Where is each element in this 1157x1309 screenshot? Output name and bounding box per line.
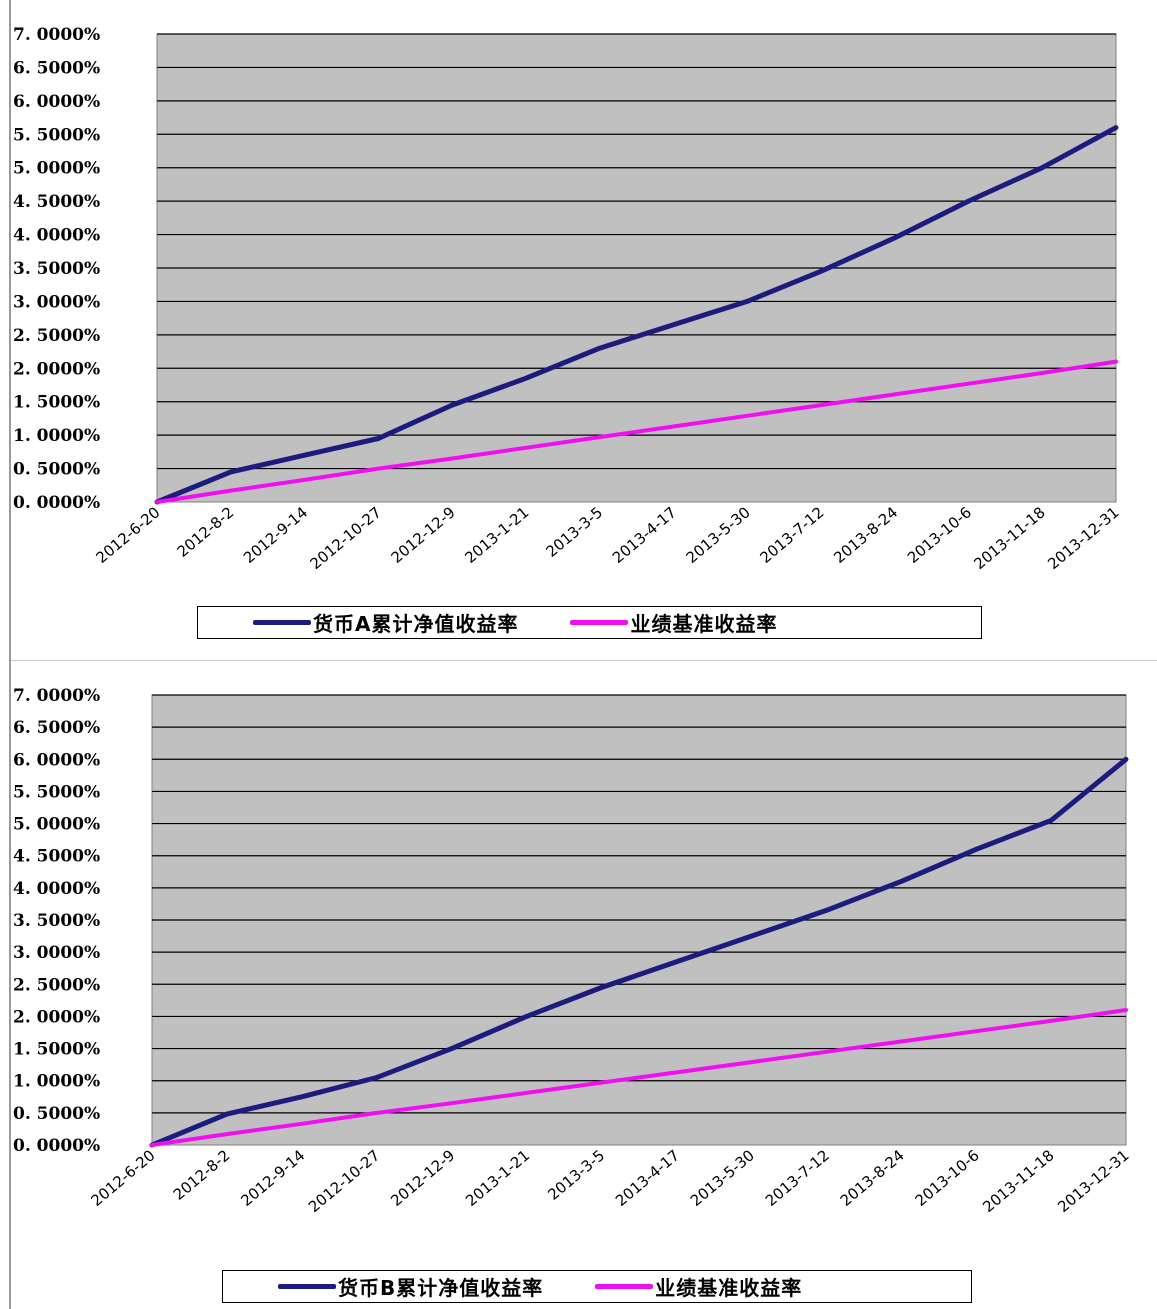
y-tick-label: 0. 0000% xyxy=(13,493,100,513)
y-tick-label: 4. 0000% xyxy=(13,879,100,899)
x-tick-label: 2013-5-30 xyxy=(687,1146,758,1210)
y-tick-label: 4. 0000% xyxy=(13,226,100,246)
legend-swatch-benchmark xyxy=(595,1284,654,1289)
x-tick-label: 2013-1-21 xyxy=(462,1146,533,1210)
legend-item-fund: 货币A累计净值收益率 xyxy=(253,608,518,637)
legend-swatch-benchmark xyxy=(570,620,629,625)
x-tick-label: 2013-7-12 xyxy=(756,503,827,567)
x-tick-label: 2013-10-6 xyxy=(912,1146,983,1210)
y-tick-label: 7. 0000% xyxy=(13,686,100,706)
y-tick-label: 2. 5000% xyxy=(13,975,100,995)
x-tick-label: 2012-9-14 xyxy=(237,1146,308,1210)
y-tick-label: 0. 5000% xyxy=(13,460,100,480)
x-tick-label: 2012-10-27 xyxy=(307,503,385,573)
y-tick-label: 4. 5000% xyxy=(13,847,100,867)
x-tick-label: 2012-8-2 xyxy=(174,503,238,561)
y-tick-label: 3. 5000% xyxy=(13,911,100,931)
series-line-benchmark xyxy=(150,1008,1128,1147)
y-tick-label: 1. 0000% xyxy=(13,1072,100,1092)
y-tick-label: 4. 5000% xyxy=(13,192,100,212)
y-tick-label: 0. 5000% xyxy=(13,1104,100,1124)
y-tick-label: 1. 0000% xyxy=(13,426,100,446)
legend-b: 货币B累计净值收益率 业绩基准收益率 xyxy=(222,1270,972,1303)
y-tick-label: 6. 5000% xyxy=(13,718,100,738)
legend-label-fund: 货币B累计净值收益率 xyxy=(338,1276,544,1300)
x-tick-label: 2013-8-24 xyxy=(837,1146,908,1210)
y-tick-label: 2. 0000% xyxy=(13,359,100,379)
legend-swatch-fund xyxy=(253,620,311,625)
chart-a-svg: 0. 0000% 0. 5000% 1. 0000% 1. 5000% 2. 0000%… xyxy=(13,25,1123,573)
y-tick-label: 5. 0000% xyxy=(13,159,100,179)
x-tick-label: 2012-12-9 xyxy=(387,1146,458,1210)
x-tick-label: 2013-7-12 xyxy=(762,1146,833,1210)
legend-a: 货币A累计净值收益率 业绩基准收益率 xyxy=(197,606,982,639)
y-tick-label: 2. 0000% xyxy=(13,1007,100,1027)
legend-item-benchmark: 业绩基准收益率 xyxy=(570,608,777,637)
legend-label-benchmark: 业绩基准收益率 xyxy=(630,612,778,636)
x-tick-label: 2012-6-20 xyxy=(93,503,164,567)
x-tick-label: 2013-4-17 xyxy=(609,503,680,567)
legend-swatch-fund xyxy=(278,1284,336,1289)
y-tick-label: 1. 5000% xyxy=(13,1040,100,1060)
x-tick-label: 2013-12-31 xyxy=(1054,1146,1132,1216)
x-tick-label: 2013-11-18 xyxy=(970,503,1048,573)
panel-left-border xyxy=(9,0,11,655)
x-tick-label: 2013-8-24 xyxy=(830,503,901,567)
y-tick-label: 0. 0000% xyxy=(13,1136,100,1156)
y-tick-label: 3. 0000% xyxy=(13,943,100,963)
y-tick-label: 5. 5000% xyxy=(13,125,100,145)
x-tick-label: 2012-12-9 xyxy=(388,503,459,567)
legend-item-fund: 货币B累计净值收益率 xyxy=(278,1272,543,1301)
series-line-benchmark xyxy=(155,359,1118,504)
y-tick-label: 3. 0000% xyxy=(13,292,100,312)
x-tick-label: 2013-10-6 xyxy=(904,503,975,567)
y-tick-label: 5. 5000% xyxy=(13,782,100,802)
x-tick-label: 2012-9-14 xyxy=(240,503,311,567)
legend-label-benchmark: 业绩基准收益率 xyxy=(655,1276,803,1300)
legend-label-fund: 货币A累计净值收益率 xyxy=(313,612,519,636)
x-tick-label: 2013-1-21 xyxy=(461,503,532,567)
y-tick-label: 5. 0000% xyxy=(13,815,100,835)
chart-panel-a: 0. 0000% 0. 5000% 1. 0000% 1. 5000% 2. 0000%… xyxy=(9,0,1123,655)
y-tick-label: 6. 5000% xyxy=(13,58,100,78)
x-tick-label: 2013-3-5 xyxy=(542,503,606,561)
y-tick-label: 1. 5000% xyxy=(13,393,100,413)
y-tick-label: 6. 0000% xyxy=(13,92,100,112)
y-tick-label: 3. 5000% xyxy=(13,259,100,279)
x-tick-label: 2013-11-18 xyxy=(979,1146,1057,1216)
chart-panel-b: 0. 0000% 0. 5000% 1. 0000% 1. 5000% 2. 0000%… xyxy=(0,655,1157,1309)
x-tick-label: 2013-12-31 xyxy=(1044,503,1122,573)
y-tick-label: 6. 0000% xyxy=(13,750,100,770)
series-line-fund xyxy=(154,125,1119,505)
legend-item-benchmark: 业绩基准收益率 xyxy=(595,1272,802,1301)
y-tick-label: 2. 5000% xyxy=(13,326,100,346)
x-tick-label: 2012-10-27 xyxy=(305,1146,383,1216)
x-tick-label: 2013-4-17 xyxy=(612,1146,683,1210)
chart-b-svg: 0. 0000% 0. 5000% 1. 0000% 1. 5000% 2. 0000%… xyxy=(13,686,1133,1216)
x-tick-label: 2013-5-30 xyxy=(683,503,754,567)
y-tick-label: 7. 0000% xyxy=(13,25,100,45)
panel-left-border xyxy=(9,655,11,1309)
x-tick-label: 2013-3-5 xyxy=(544,1146,608,1204)
x-tick-label: 2012-8-2 xyxy=(170,1146,234,1204)
series-line-fund xyxy=(149,756,1129,1148)
panel-divider xyxy=(9,660,1157,661)
